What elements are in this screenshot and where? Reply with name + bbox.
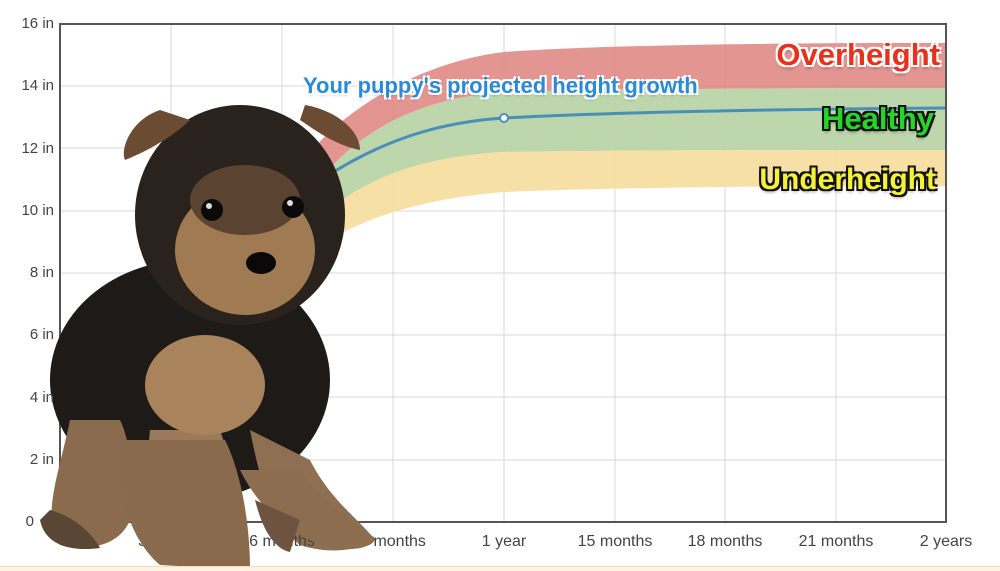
y-tick-10: 10 in <box>21 202 54 219</box>
y-tick-6: 6 in <box>29 326 54 343</box>
x-tick-18-months: 18 months <box>687 533 763 550</box>
underheight-band <box>330 150 946 240</box>
plot-frame <box>59 23 947 523</box>
overheight-band <box>300 43 946 180</box>
projected-height-line <box>317 106 947 184</box>
x-tick-6-months: 6 months <box>249 533 315 550</box>
projection-label: Your puppy's projected height growth <box>303 73 698 98</box>
y-tick-16: 16 in <box>21 15 54 32</box>
x-tick-15-months: 15 months <box>577 533 653 550</box>
bottom-strip <box>0 566 1000 571</box>
x-tick-21-months: 21 months <box>798 533 874 550</box>
x-tick-9-months: 9 months <box>360 533 426 550</box>
y-tick-2: 2 in <box>29 451 54 468</box>
x-tick-3-months: 3 months <box>138 533 204 550</box>
y-tick-12: 12 in <box>21 140 54 157</box>
y-tick-14: 14 in <box>21 77 54 94</box>
y-tick-0: 0 <box>25 513 34 530</box>
y-tick-4: 4 in <box>29 389 54 406</box>
y-tick-8: 8 in <box>29 264 54 281</box>
one-year-marker <box>499 113 509 123</box>
underheight-label: Underheight <box>759 163 936 196</box>
overheight-label: Overheight <box>776 37 940 72</box>
x-tick-1-year: 1 year <box>481 533 527 550</box>
x-tick-2-years: 2 years <box>919 533 973 550</box>
healthy-band <box>320 88 946 210</box>
healthy-label: Healthy <box>822 101 934 136</box>
